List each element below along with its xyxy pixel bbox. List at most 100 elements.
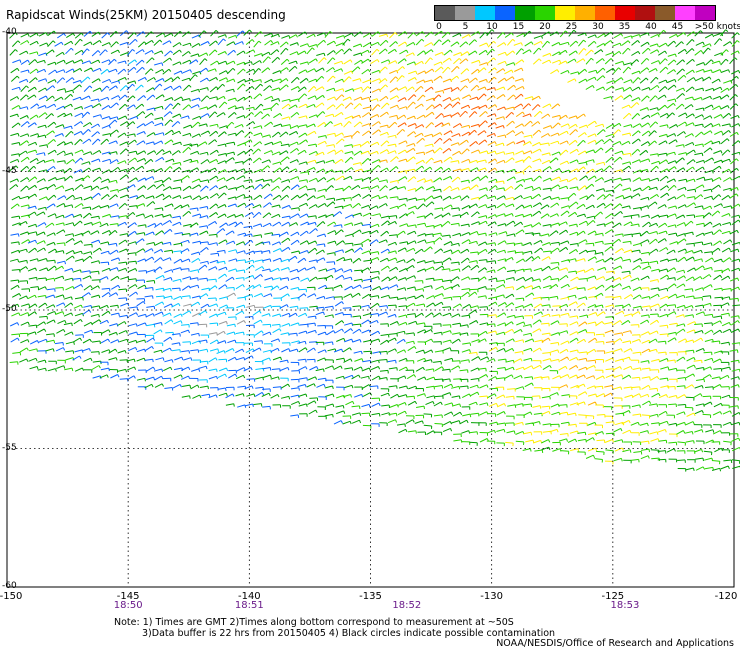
wind-barb [54,41,62,47]
wind-barb [119,233,128,236]
wind-barb-feather [307,43,310,47]
wind-barb-feather [81,112,84,117]
wind-barb [478,78,487,83]
wind-barb-feather [415,224,417,228]
wind-barb [316,195,325,199]
wind-barb [578,185,586,191]
wind-barb-feather [314,95,317,99]
wind-barb-feather [537,104,541,107]
wind-barb [461,239,470,245]
wind-barb-feather [151,57,155,61]
wind-barb [381,59,389,64]
wind-barb [605,276,614,281]
wind-barb-feather [512,286,515,290]
wind-barb-feather [216,149,219,153]
wind-barb-feather [628,104,631,109]
wind-barb-feather [53,242,56,246]
wind-barb-feather [727,195,731,199]
wind-barb [74,157,82,164]
wind-barb [21,239,29,245]
wind-barb-feather [205,67,209,71]
wind-barb-feather [737,50,740,54]
wind-barb-feather [52,49,55,53]
wind-barb [299,193,307,199]
wind-barb-feather [269,268,271,273]
wind-barb-feather [618,129,621,133]
wind-barb [641,178,650,181]
wind-barb [387,134,396,138]
wind-barb [289,268,298,273]
wind-barb-feather [368,250,371,254]
wind-barb [514,78,523,82]
wind-barb [506,141,514,146]
wind-barb [415,31,423,37]
wind-barb-feather [693,295,695,300]
wind-barb [281,103,289,110]
wind-barb-feather [602,58,605,62]
wind-barb [603,138,611,145]
wind-barb-feather [584,150,588,154]
wind-barb [361,86,369,93]
wind-barb-feather [565,30,569,34]
wind-barb [182,132,191,137]
wind-barb-feather [604,267,607,271]
wind-barb-feather [305,69,308,73]
wind-barb-feather [315,178,319,182]
wind-barb [731,258,740,262]
wind-barb [54,275,63,280]
wind-barb [344,102,352,109]
wind-barb [416,178,425,183]
wind-barb [46,232,55,237]
wind-barb [443,296,452,299]
wind-barb [189,222,197,228]
wind-barb-feather [258,211,262,215]
wind-barb-feather [512,130,516,134]
wind-barb-feather [341,94,345,98]
wind-barb [218,185,227,190]
wind-barb [389,180,398,183]
wind-barb-feather [711,231,714,235]
wind-barb-feather [441,113,444,117]
wind-barb [461,34,470,39]
wind-barb [641,251,650,255]
wind-barb [219,296,228,300]
wind-barb-feather [548,59,552,64]
wind-barb-feather [520,103,524,107]
wind-barb [189,143,198,147]
wind-barb-feather [701,77,705,81]
wind-barb-feather [377,42,380,46]
wind-barb [64,204,73,208]
wind-barb [190,269,199,272]
wind-barb-feather [711,267,713,271]
wind-barb [29,68,37,75]
wind-barb [261,241,270,244]
wind-barb [198,52,207,57]
wind-barb [441,122,449,127]
wind-barb-feather [646,169,649,173]
wind-barb [344,32,353,38]
wind-barb [487,260,496,263]
wind-barb [722,112,730,119]
wind-barb-feather [421,248,424,252]
wind-barb [451,66,458,73]
wind-barb [208,266,216,271]
wind-barb [234,221,242,228]
wind-barb [426,302,434,308]
wind-barb-feather [267,56,271,60]
wind-barb-feather [675,293,678,297]
wind-barb [434,30,442,37]
wind-barb [171,76,179,83]
wind-barb-feather [521,204,525,208]
wind-barb-feather [54,311,57,315]
wind-barb-feather [683,131,686,135]
wind-barb [64,187,73,192]
wind-barb-feather [72,89,74,94]
wind-barb-feather [72,60,75,64]
wind-barb [532,148,541,154]
wind-barb-feather [719,223,722,227]
wind-barb [217,160,226,165]
wind-barb-feather [717,210,721,214]
wind-barb [164,119,171,126]
wind-barb [200,130,209,136]
wind-barb [207,220,216,226]
